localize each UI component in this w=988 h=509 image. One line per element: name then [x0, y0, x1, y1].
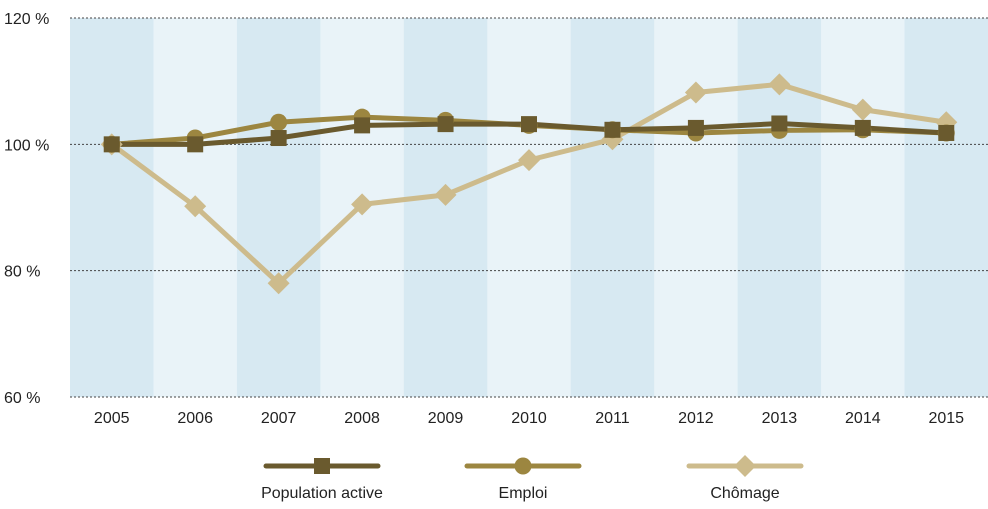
data-point-population-active-2008 [354, 117, 371, 134]
x-tick-label: 2006 [177, 410, 213, 427]
y-axis-tick-labels: 60 % 80 % 100 % 120 % [4, 11, 49, 407]
band-2010 [487, 18, 572, 397]
band-2012 [654, 18, 739, 397]
x-tick-label: 2007 [261, 410, 297, 427]
data-point-population-active-2007 [270, 130, 287, 147]
data-point-chomage-2013 [768, 73, 791, 96]
legend-label: Chômage [710, 485, 779, 502]
legend-marker-diamond [734, 455, 756, 477]
data-point-chomage-2006 [184, 195, 207, 218]
x-axis-tick-labels: 2005 2006 2007 2008 2009 2010 2011 2012 2013 2014… [94, 410, 964, 427]
legend-marker-square [314, 458, 330, 474]
data-point-chomage-2010 [518, 149, 540, 172]
data-point-population-active-2005 [103, 136, 120, 153]
x-tick-label: 2014 [845, 410, 881, 427]
data-point-chomage-2014 [851, 98, 874, 121]
data-point-population-active-2009 [437, 116, 454, 133]
band-2007 [236, 18, 321, 397]
legend-item-population-active: Population active [261, 458, 383, 502]
y-tick-label: 80 % [4, 264, 40, 281]
x-tick-label: 2009 [428, 410, 464, 427]
x-tick-label: 2005 [94, 410, 130, 427]
data-point-population-active-2006 [187, 136, 204, 153]
y-tick-label: 120 % [4, 11, 49, 28]
data-point-population-active-2013 [771, 115, 788, 132]
legend: Population active Emploi Chômage [261, 455, 804, 502]
data-point-population-active-2014 [854, 119, 871, 136]
band-2005 [70, 18, 154, 397]
data-point-chomage-2007 [267, 272, 290, 295]
x-tick-label: 2011 [595, 410, 630, 427]
x-tick-label: 2010 [511, 410, 547, 427]
legend-label: Population active [261, 485, 383, 502]
y-tick-label: 60 % [4, 390, 40, 407]
data-point-chomage-2008 [351, 193, 374, 216]
series-markers [100, 73, 958, 295]
x-tick-label: 2008 [344, 410, 380, 427]
legend-marker-circle [514, 457, 532, 475]
y-tick-label: 100 % [4, 137, 49, 154]
band-2009 [403, 18, 488, 397]
band-2015 [904, 18, 988, 397]
band-2011 [570, 18, 655, 397]
data-point-emploi-2007 [270, 113, 288, 131]
x-tick-label: 2015 [928, 410, 964, 427]
x-tick-label: 2013 [762, 410, 798, 427]
data-point-population-active-2011 [604, 121, 621, 138]
data-point-chomage-2009 [434, 183, 457, 206]
legend-item-emploi: Emploi [464, 457, 582, 502]
legend-label: Emploi [499, 485, 548, 502]
data-point-chomage-2015 [935, 111, 958, 134]
data-point-population-active-2012 [687, 119, 704, 136]
band-2014 [821, 18, 906, 397]
x-tick-label: 2012 [678, 410, 714, 427]
legend-item-chomage: Chômage [686, 455, 804, 502]
background-bands [70, 18, 988, 397]
data-point-chomage-2012 [684, 81, 707, 104]
data-point-population-active-2010 [521, 116, 537, 133]
data-point-population-active-2015 [938, 124, 955, 141]
